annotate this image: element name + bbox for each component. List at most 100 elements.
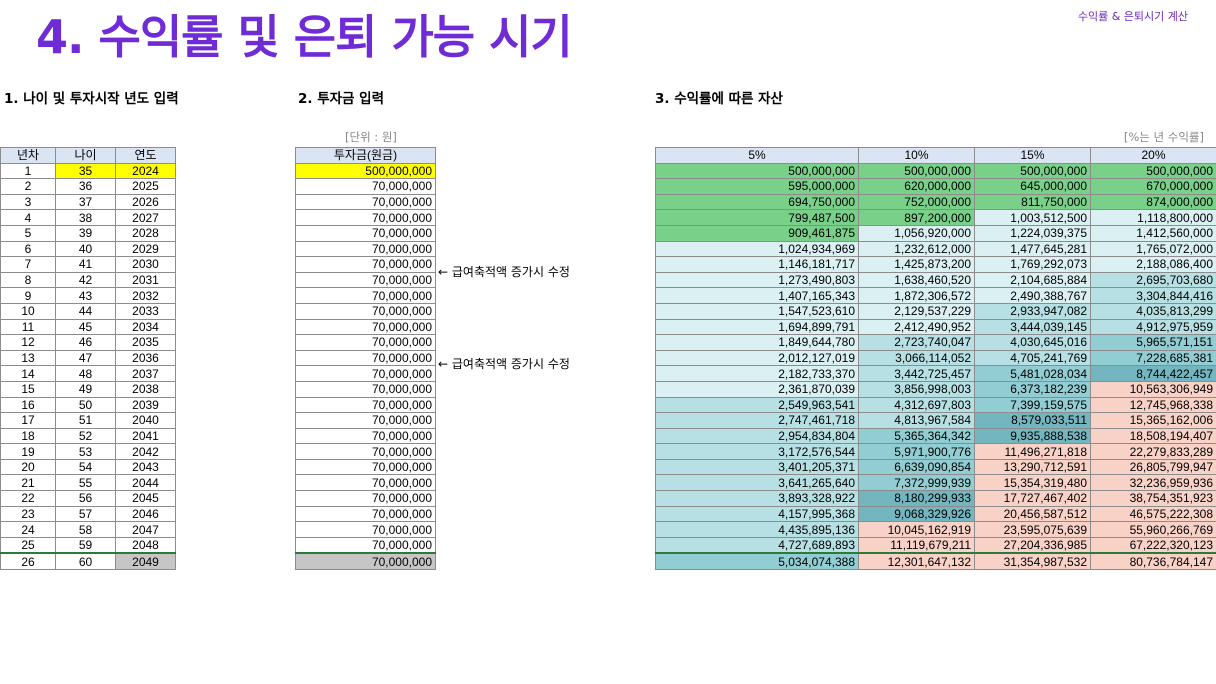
age-cell[interactable]: 45	[55, 318, 116, 336]
principal-cell[interactable]: 70,000,000	[295, 271, 436, 289]
principal-cell[interactable]: 70,000,000	[295, 490, 436, 507]
year-cell[interactable]: 2035	[115, 334, 176, 351]
year-index-cell[interactable]: 5	[0, 224, 56, 242]
principal-cell[interactable]: 70,000,000	[295, 505, 436, 523]
principal-cell[interactable]: 70,000,000	[295, 380, 436, 398]
age-cell[interactable]: 35	[55, 162, 116, 180]
year-index-cell[interactable]: 7	[0, 256, 56, 273]
year-index-cell[interactable]: 13	[0, 349, 56, 367]
age-cell[interactable]: 54	[55, 458, 116, 476]
principal-cell[interactable]: 70,000,000	[295, 334, 436, 351]
year-index-cell[interactable]: 12	[0, 334, 56, 351]
age-cell[interactable]: 50	[55, 396, 116, 414]
age-cell[interactable]: 48	[55, 365, 116, 382]
year-index-cell[interactable]: 8	[0, 271, 56, 289]
principal-cell[interactable]: 70,000,000	[295, 302, 436, 320]
principal-cell[interactable]: 70,000,000	[295, 458, 436, 476]
year-index-cell[interactable]: 15	[0, 380, 56, 398]
year-cell[interactable]: 2037	[115, 365, 176, 382]
year-cell[interactable]: 2043	[115, 458, 176, 476]
age-cell[interactable]: 49	[55, 380, 116, 398]
principal-cell[interactable]: 70,000,000	[295, 412, 436, 429]
principal-cell[interactable]: 70,000,000	[295, 474, 436, 492]
principal-cell[interactable]: 70,000,000	[295, 443, 436, 460]
year-index-cell[interactable]: 4	[0, 209, 56, 226]
age-cell[interactable]: 59	[55, 536, 116, 554]
year-index-cell[interactable]: 16	[0, 396, 56, 414]
year-cell[interactable]: 2029	[115, 240, 176, 258]
year-index-cell[interactable]: 3	[0, 193, 56, 211]
age-cell[interactable]: 44	[55, 302, 116, 320]
age-cell[interactable]: 39	[55, 224, 116, 242]
principal-cell[interactable]: 500,000,000	[295, 162, 436, 180]
age-cell[interactable]: 40	[55, 240, 116, 258]
year-index-cell[interactable]: 24	[0, 521, 56, 538]
principal-cell[interactable]: 70,000,000	[295, 365, 436, 382]
principal-cell[interactable]: 70,000,000	[295, 178, 436, 195]
year-index-cell[interactable]: 20	[0, 458, 56, 476]
year-cell[interactable]: 2027	[115, 209, 176, 226]
year-index-cell[interactable]: 10	[0, 302, 56, 320]
year-cell[interactable]: 2048	[115, 536, 176, 554]
year-cell[interactable]: 2040	[115, 412, 176, 429]
age-cell[interactable]: 43	[55, 287, 116, 304]
year-cell[interactable]: 2031	[115, 271, 176, 289]
age-cell[interactable]: 58	[55, 521, 116, 538]
year-cell[interactable]: 2047	[115, 521, 176, 538]
principal-cell[interactable]: 70,000,000	[295, 536, 436, 554]
year-index-cell[interactable]: 21	[0, 474, 56, 492]
principal-cell[interactable]: 70,000,000	[295, 224, 436, 242]
age-cell[interactable]: 37	[55, 193, 116, 211]
principal-cell[interactable]: 70,000,000	[295, 552, 436, 571]
principal-cell[interactable]: 70,000,000	[295, 318, 436, 336]
age-cell[interactable]: 57	[55, 505, 116, 523]
age-cell[interactable]: 55	[55, 474, 116, 492]
year-cell[interactable]: 2036	[115, 349, 176, 367]
year-cell[interactable]: 2041	[115, 427, 176, 445]
year-index-cell[interactable]: 14	[0, 365, 56, 382]
year-index-cell[interactable]: 1	[0, 162, 56, 180]
year-cell[interactable]: 2028	[115, 224, 176, 242]
year-cell[interactable]: 2045	[115, 490, 176, 507]
year-index-cell[interactable]: 26	[0, 552, 56, 571]
age-cell[interactable]: 51	[55, 412, 116, 429]
principal-cell[interactable]: 70,000,000	[295, 521, 436, 538]
year-cell[interactable]: 2038	[115, 380, 176, 398]
year-index-cell[interactable]: 22	[0, 490, 56, 507]
age-cell[interactable]: 36	[55, 178, 116, 195]
age-cell[interactable]: 53	[55, 443, 116, 460]
principal-cell[interactable]: 70,000,000	[295, 349, 436, 367]
year-cell[interactable]: 2034	[115, 318, 176, 336]
principal-cell[interactable]: 70,000,000	[295, 209, 436, 226]
year-cell[interactable]: 2046	[115, 505, 176, 523]
principal-cell[interactable]: 70,000,000	[295, 256, 436, 273]
year-index-cell[interactable]: 9	[0, 287, 56, 304]
year-index-cell[interactable]: 18	[0, 427, 56, 445]
year-cell[interactable]: 2024	[115, 162, 176, 180]
age-cell[interactable]: 46	[55, 334, 116, 351]
age-cell[interactable]: 42	[55, 271, 116, 289]
age-cell[interactable]: 56	[55, 490, 116, 507]
age-cell[interactable]: 52	[55, 427, 116, 445]
year-index-cell[interactable]: 19	[0, 443, 56, 460]
year-cell[interactable]: 2033	[115, 302, 176, 320]
year-index-cell[interactable]: 17	[0, 412, 56, 429]
principal-cell[interactable]: 70,000,000	[295, 193, 436, 211]
year-cell[interactable]: 2049	[115, 552, 176, 571]
principal-cell[interactable]: 70,000,000	[295, 427, 436, 445]
age-cell[interactable]: 41	[55, 256, 116, 273]
year-cell[interactable]: 2032	[115, 287, 176, 304]
year-cell[interactable]: 2042	[115, 443, 176, 460]
principal-cell[interactable]: 70,000,000	[295, 396, 436, 414]
year-index-cell[interactable]: 2	[0, 178, 56, 195]
age-cell[interactable]: 38	[55, 209, 116, 226]
year-cell[interactable]: 2039	[115, 396, 176, 414]
age-cell[interactable]: 60	[55, 552, 116, 571]
year-index-cell[interactable]: 11	[0, 318, 56, 336]
year-cell[interactable]: 2025	[115, 178, 176, 195]
year-index-cell[interactable]: 25	[0, 536, 56, 554]
age-cell[interactable]: 47	[55, 349, 116, 367]
year-index-cell[interactable]: 23	[0, 505, 56, 523]
principal-cell[interactable]: 70,000,000	[295, 240, 436, 258]
year-cell[interactable]: 2044	[115, 474, 176, 492]
